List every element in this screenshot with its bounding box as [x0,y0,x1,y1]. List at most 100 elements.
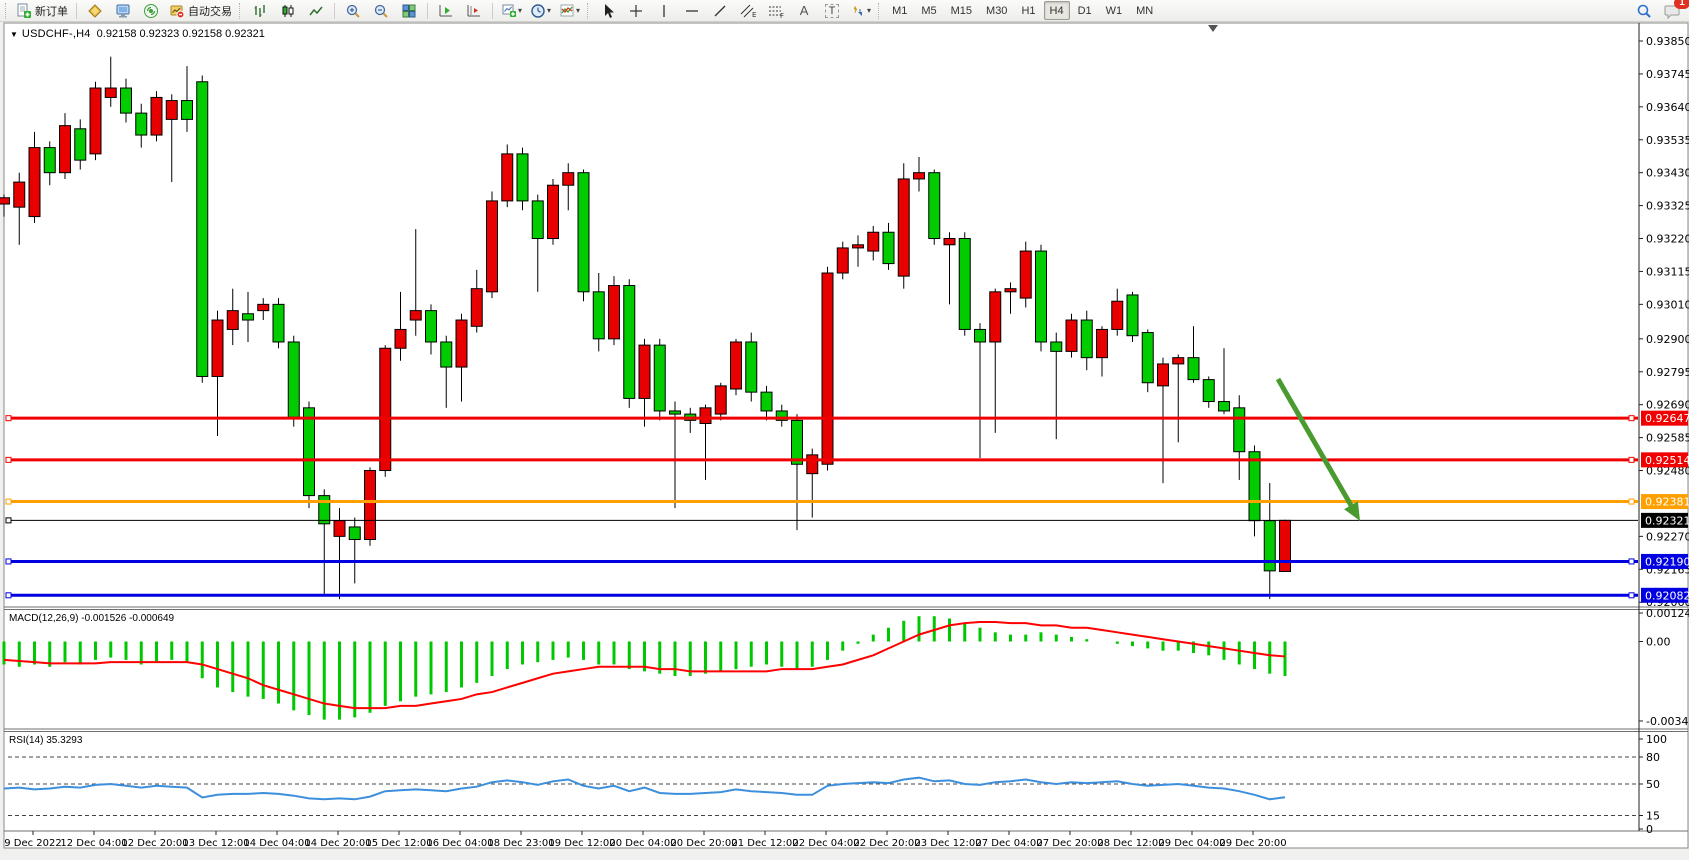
timeframe-button-M15[interactable]: M15 [950,4,973,17]
candle-body [13,181,26,208]
arrows-tool-button[interactable]: ▾ [847,0,874,21]
candle-body [440,341,453,368]
chart-canvas[interactable]: 0.93850 0.93745 0.93640 0.93535 0.93430 0.933… [0,21,1689,860]
computer-icon [116,4,130,17]
diamond-icon-button[interactable] [82,0,108,21]
line-chart-button[interactable] [303,0,329,21]
chat-badge: 1 [1674,0,1689,9]
candle-body [958,238,971,330]
candle-body [913,172,925,180]
line-handle[interactable] [5,498,12,505]
line-handle[interactable] [1628,558,1635,565]
line-handle[interactable] [5,517,12,524]
candle-body [318,495,331,525]
timeframe-button-H4[interactable]: H4 [1043,1,1070,20]
signal-icon-button[interactable] [138,0,164,21]
candle-body [150,96,163,136]
autotrading-button[interactable]: 自动交易 [166,0,235,21]
indicators-button[interactable]: ▾ [556,0,583,21]
symbol-period-label: USDCHF-,H4 [21,28,91,40]
zoom-out-button[interactable] [368,0,394,21]
price-level-label: 0.92190 [1645,555,1689,568]
line-handle[interactable] [1628,592,1635,599]
separator [492,2,493,19]
text-tool-button[interactable]: A [791,0,817,21]
axis-tick-label: 0.93430 [1646,167,1689,180]
toolbar-grip[interactable] [878,2,882,19]
chart-frame [3,22,1689,849]
periods-button[interactable]: ▾ [527,0,554,21]
toolbar-grip[interactable] [239,2,243,19]
horizontal-line-button[interactable] [679,0,705,21]
timeframe-button-M1[interactable]: M1 [892,4,908,17]
chart-shift-button[interactable] [461,0,487,21]
candle-body [1279,519,1291,572]
new-chart-button[interactable]: ▾ [498,0,525,21]
ohlc-values: 0.92158 0.92323 0.92158 0.92321 [96,28,265,40]
candle-body [1187,357,1200,381]
chart-shift-marker[interactable] [1208,25,1218,32]
tile-windows-icon [402,4,416,17]
trendline-button[interactable] [707,0,733,21]
line-handle[interactable] [5,558,12,565]
line-handle[interactable] [1628,456,1635,463]
symbol-dropdown-icon[interactable]: ▼ [10,30,18,39]
timeframe-button-MN[interactable]: MN [1136,4,1154,17]
rsi-panel[interactable]: 100 80 50 150 [3,733,1667,836]
time-tick-label: 14 Dec 20:00 [304,838,371,849]
macd-axis-label: -0.003459 [1646,715,1689,728]
line-handle[interactable] [5,592,12,599]
candle-body [364,470,376,540]
equidistant-channel-button[interactable]: E [735,0,761,21]
time-tick-label: 29 Dec 04:00 [1158,838,1225,849]
zoom-in-button[interactable] [340,0,366,21]
candle-body [806,454,819,475]
candle-body [592,291,605,340]
indicators-icon [560,4,574,16]
candle-body [547,184,559,240]
candle-body [226,310,239,330]
new-chart-icon [502,4,516,17]
cursor-button[interactable] [595,0,621,21]
candle-body [257,303,270,312]
text-label-button[interactable]: T [819,0,845,21]
candle-body [486,200,498,293]
fibonacci-button[interactable]: F [763,0,789,21]
timeframe-button-D1[interactable]: D1 [1077,4,1092,17]
arrow-head [1344,501,1361,521]
line-handle[interactable] [1628,498,1635,505]
dropdown-icon: ▾ [518,6,523,15]
timeframe-button-M30[interactable]: M30 [986,4,1008,17]
line-handle[interactable] [1628,415,1635,422]
price-level-label-box [1641,452,1688,468]
candle-body [1035,250,1047,343]
line-handle[interactable] [5,415,12,422]
crosshair-button[interactable] [623,0,649,21]
macd-signal-line [3,620,1286,710]
vertical-line-button[interactable] [651,0,677,21]
timeframe-button-W1[interactable]: W1 [1105,4,1123,17]
tile-windows-button[interactable] [396,0,422,21]
new-order-button[interactable]: 新订单 [13,0,71,21]
arrows-icon [853,5,863,16]
chat-button[interactable]: 1 [1659,0,1689,21]
toolbar-grip[interactable] [587,2,591,19]
new-order-label: 新订单 [35,5,68,18]
computer-icon-button[interactable] [110,0,136,21]
timeframe-button-M5[interactable]: M5 [921,4,937,17]
candle-body [120,87,132,114]
timeframe-button-H1[interactable]: H1 [1021,4,1036,17]
price-axis[interactable]: 0.93850 0.93745 0.93640 0.93535 0.93430 0.933… [1639,35,1689,609]
candlestick-chart-button[interactable] [275,0,301,21]
line-handle[interactable] [5,456,12,463]
macd-axis-label: 0.001241 [1646,607,1689,620]
candle-body [699,407,712,424]
macd-panel[interactable]: 0.001241 0.00 -0.003459 [2,607,1689,728]
search-button[interactable] [1631,0,1657,21]
auto-scroll-button[interactable] [433,0,459,21]
arrow-object[interactable] [1275,377,1361,521]
diamond-icon [88,3,102,18]
bar-chart-button[interactable] [247,0,273,21]
toolbar-grip[interactable] [5,2,9,19]
